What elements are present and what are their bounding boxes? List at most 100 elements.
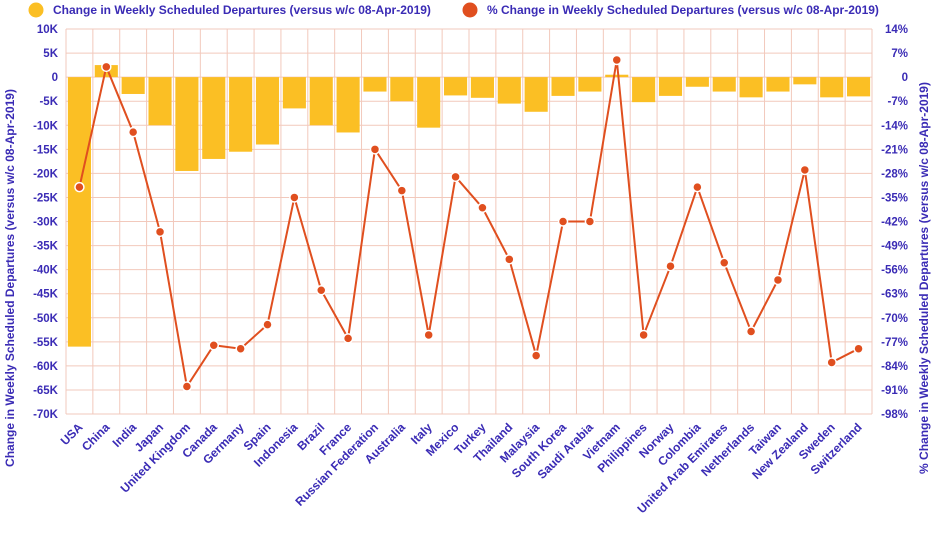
left-tick-label: -55K (33, 337, 59, 349)
right-tick-label: -35% (881, 192, 908, 204)
point-usa (74, 181, 85, 193)
left-tick-label: -35K (33, 241, 59, 253)
bar-indonesia (282, 77, 306, 109)
bar-india (121, 77, 145, 94)
right-tick-label: -49% (881, 241, 908, 253)
bar-canada (202, 77, 226, 159)
left-tick-label: -70K (33, 409, 59, 421)
point-taiwan (772, 274, 784, 286)
point-brazil (315, 285, 327, 296)
bar-usa (67, 77, 91, 347)
right-axis-ticks: 14% 7% 0 -7% -14% -21% -28% -35% -42% -49% -56% -63… (881, 24, 908, 421)
bar-south-korea (551, 77, 575, 96)
left-tick-label: -15K (33, 144, 59, 156)
point-germany (235, 343, 246, 354)
left-tick-label: -40K (33, 265, 59, 277)
point-china (101, 61, 112, 73)
point-colombia (692, 181, 703, 193)
point-norway (665, 260, 676, 272)
right-tick-label: -7% (888, 96, 908, 108)
legend: Change in Weekly Scheduled Departures (v… (28, 2, 879, 18)
percent-change-line (78, 59, 860, 390)
bar-russian-federation (363, 77, 387, 92)
right-tick-label: 7% (891, 48, 908, 60)
bar-vietnam (605, 74, 629, 78)
bar-norway (658, 77, 683, 96)
right-tick-label: -14% (881, 120, 908, 132)
point-thailand (504, 254, 515, 265)
right-tick-label: -56% (881, 265, 908, 277)
bar-thailand (497, 77, 521, 104)
left-tick-label: -30K (33, 217, 59, 229)
right-tick-label: -70% (881, 313, 908, 325)
right-tick-label: 14% (885, 24, 908, 36)
legend-bar-label: Change in Weekly Scheduled Departures (v… (53, 3, 431, 17)
left-tick-label: -65K (33, 385, 59, 397)
point-sweden (826, 357, 837, 368)
point-france (342, 333, 354, 344)
line-layer (78, 59, 860, 390)
left-tick-label: 5K (43, 48, 58, 60)
point-philippines (638, 329, 649, 341)
bar-saudi-arabia (578, 77, 602, 92)
legend-bar-marker (28, 2, 44, 18)
bar-united-arab-emirates (712, 77, 736, 92)
legend-line-label: % Change in Weekly Scheduled Departures … (487, 3, 879, 17)
point-australia (396, 185, 408, 196)
point-new-zealand (799, 164, 811, 176)
bar-france (336, 77, 360, 133)
point-layer (74, 54, 864, 392)
bar-brazil (309, 77, 333, 126)
bar-new-zealand (793, 77, 817, 85)
right-tick-label: -28% (881, 168, 908, 180)
left-tick-label: -20K (33, 168, 59, 180)
bar-mexico (444, 77, 468, 96)
point-russian-federation (369, 144, 381, 155)
grid-layer (65, 28, 873, 415)
bar-philippines (632, 77, 656, 103)
left-tick-label: -25K (33, 192, 59, 204)
point-mexico (450, 171, 461, 183)
right-tick-label: -42% (881, 217, 908, 229)
bar-australia (390, 77, 414, 102)
left-tick-label: -60K (33, 361, 59, 373)
right-tick-label: -77% (881, 337, 908, 349)
point-south-korea (557, 216, 569, 227)
point-canada (208, 340, 220, 351)
bar-italy (417, 77, 441, 128)
bar-colombia (685, 77, 709, 87)
bar-germany (229, 77, 253, 152)
left-tick-label: -5K (39, 96, 58, 108)
point-italy (423, 329, 434, 341)
y2-axis-title: % Change in Weekly Scheduled Departures … (917, 82, 931, 474)
left-tick-label: 10K (37, 24, 59, 36)
point-spain (262, 319, 273, 330)
point-turkey (477, 202, 488, 213)
left-tick-label: -45K (33, 289, 59, 301)
right-tick-label: -63% (881, 289, 908, 301)
bar-united-kingdom (175, 77, 199, 171)
point-india (127, 126, 139, 138)
left-tick-label: -50K (33, 313, 59, 325)
point-netherlands (745, 326, 757, 337)
right-tick-label: -21% (881, 144, 908, 156)
bar-netherlands (739, 77, 763, 98)
bar-sweden (820, 77, 844, 98)
bar-taiwan (766, 77, 790, 92)
point-indonesia (289, 192, 300, 203)
left-axis-ticks: 10K 5K 0 -5K -10K -15K -20K -25K -30K -35K -40K -45… (33, 24, 59, 421)
category-label: China (79, 420, 113, 454)
right-tick-label: 0 (902, 72, 908, 84)
bar-layer (67, 65, 871, 347)
left-tick-label: 0 (52, 72, 58, 84)
point-malaysia (530, 350, 542, 361)
legend-line-marker (462, 2, 478, 18)
point-saudi-arabia (584, 216, 596, 227)
bar-switzerland (847, 77, 871, 97)
point-switzerland (853, 343, 864, 354)
right-tick-label: -91% (881, 385, 908, 397)
right-tick-label: -84% (881, 361, 908, 373)
point-united-kingdom (181, 381, 193, 392)
point-japan (154, 226, 166, 238)
